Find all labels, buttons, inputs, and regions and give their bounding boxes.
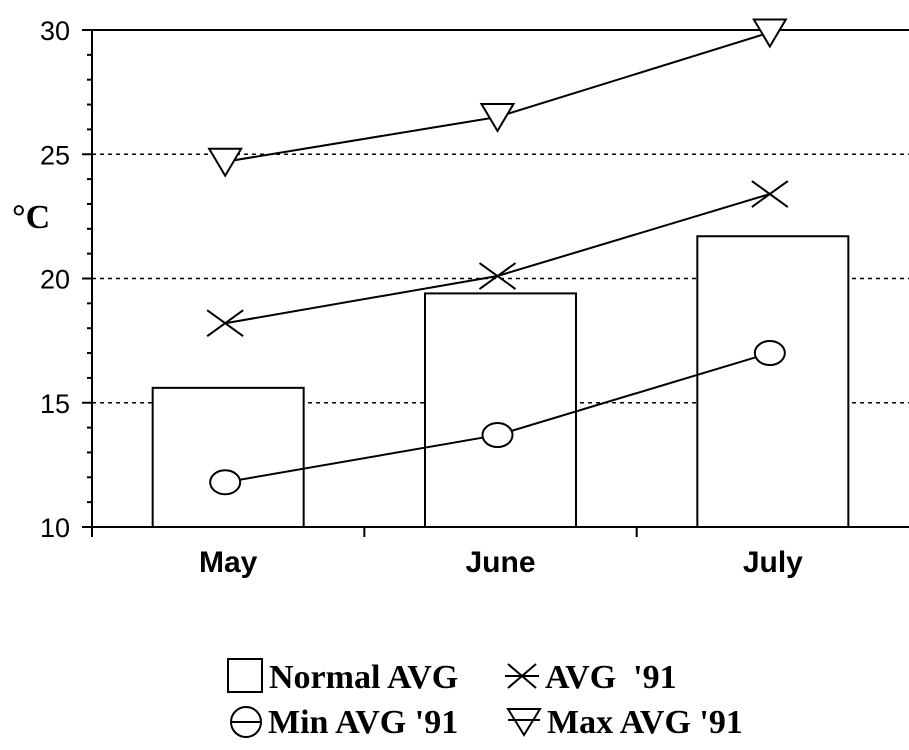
y-tick-label-10: 10 bbox=[40, 513, 70, 543]
bar-normal-avg-june bbox=[424, 292, 577, 528]
y-tick-label-20: 20 bbox=[40, 265, 70, 295]
tick-labels: 10 15 20 25 30 May June July bbox=[40, 16, 803, 579]
legend-label-max-avg-91: Max AVG '91 bbox=[547, 704, 743, 741]
marker-max-avg-91-july bbox=[752, 18, 788, 49]
y-tick-label-15: 15 bbox=[40, 389, 70, 419]
marker-max-avg-91-may bbox=[207, 147, 243, 178]
legend-label-min-avg-91: Min AVG '91 bbox=[268, 704, 458, 741]
legend-symbol-circle bbox=[230, 706, 262, 738]
marker-min-avg-91-july bbox=[753, 340, 786, 367]
legend-symbol-bar bbox=[227, 658, 263, 693]
legend-item-normal-avg: Normal AVG bbox=[227, 658, 458, 696]
marker-avg-91-may bbox=[206, 309, 244, 338]
legend: Normal AVG AVG '91 Min AVG '91 Max AVG '… bbox=[227, 658, 743, 741]
marker-avg-91-july bbox=[751, 180, 789, 208]
marker-min-avg-91-may bbox=[209, 469, 242, 496]
x-tick-label-july: July bbox=[743, 546, 803, 579]
bar-normal-avg-july bbox=[696, 235, 850, 528]
bar-normal-avg-may bbox=[151, 386, 305, 528]
x-tick-label-june: June bbox=[465, 546, 535, 579]
series-markers bbox=[206, 18, 789, 496]
y-axis-unit-label: °C bbox=[12, 199, 50, 236]
legend-label-avg-91: AVG '91 bbox=[545, 659, 677, 696]
legend-symbol-x bbox=[505, 663, 539, 689]
y-tick-label-25: 25 bbox=[40, 140, 70, 170]
legend-symbol-triangle bbox=[506, 708, 542, 737]
legend-label-normal-avg: Normal AVG bbox=[269, 659, 458, 696]
series-line-max-avg-91 bbox=[225, 31, 771, 163]
bars bbox=[151, 235, 850, 528]
legend-item-avg-91: AVG '91 bbox=[505, 659, 677, 696]
x-tick-label-may: May bbox=[199, 546, 258, 579]
legend-item-min-avg-91: Min AVG '91 bbox=[230, 704, 458, 741]
legend-item-max-avg-91: Max AVG '91 bbox=[506, 704, 743, 741]
marker-avg-91-june bbox=[478, 262, 517, 290]
y-tick-label-30: 30 bbox=[40, 16, 70, 46]
marker-max-avg-91-june bbox=[479, 102, 516, 133]
marker-min-avg-91-june bbox=[481, 422, 514, 449]
